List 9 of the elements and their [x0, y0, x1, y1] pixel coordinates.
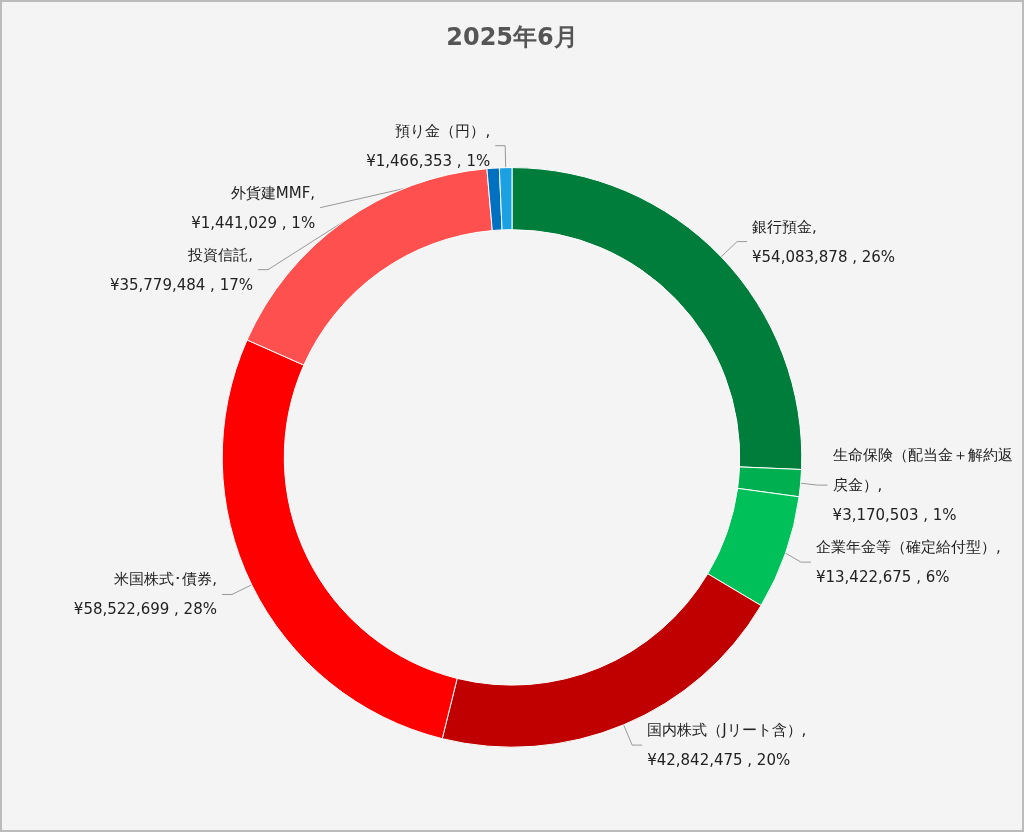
slice-label: 米国株式･債券, ¥58,522,699 , 28% — [73, 570, 217, 619]
chart-title: 2025年6月 — [446, 23, 578, 51]
slice-label: 外貨建MMF, ¥1,441,029 , 1% — [191, 183, 316, 232]
slice-label: 銀行預金, ¥54,083,878 , 26% — [752, 217, 896, 266]
slice-label: 預り金（円）, ¥1,466,353 , 1% — [366, 121, 491, 170]
slice-label: 企業年金等（確定給付型）, ¥13,422,675 , 6% — [815, 538, 1001, 587]
slice-label: 生命保険（配当金＋解約返戻金）, ¥3,170,503 , 1% — [832, 446, 1013, 525]
slice-label: 国内株式（Jリート含）, ¥42,842,475 , 20% — [647, 721, 807, 770]
slice-label: 投資信託, ¥35,779,484 , 17% — [109, 245, 253, 294]
